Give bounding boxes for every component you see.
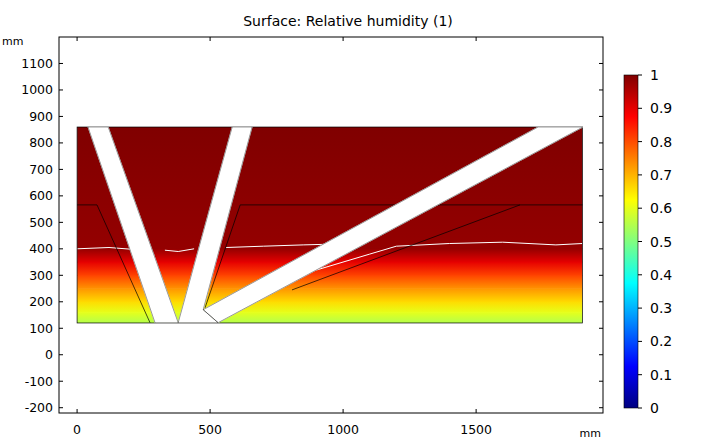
y-tick	[59, 301, 63, 302]
y-tick-label: 400	[29, 241, 53, 256]
x-tick-label: 500	[198, 422, 222, 437]
colorbar-tick	[638, 174, 642, 175]
chart: 0 500 1000 1500 -200 -100 0 100 200 300 400 500 600 7…	[0, 0, 702, 441]
x-axis-label: mm	[580, 427, 601, 440]
y-tick	[59, 222, 63, 223]
y-tick	[599, 301, 603, 302]
y-tick	[599, 248, 603, 249]
y-tick	[59, 328, 63, 329]
pipe-outline	[203, 127, 583, 323]
y-tick-label: 900	[29, 109, 53, 124]
colorbar-tick	[638, 141, 642, 142]
y-tick	[599, 407, 603, 408]
colorbar-tick	[638, 108, 642, 109]
y-tick	[59, 142, 63, 143]
y-tick	[599, 381, 603, 382]
y-tick	[59, 275, 63, 276]
colorbar-tick-label: 0.3	[650, 300, 672, 316]
boundary-line	[520, 204, 583, 205]
domain-outline	[77, 127, 582, 323]
colorbar-tick-label: 0.6	[650, 200, 672, 216]
colorbar	[624, 75, 638, 408]
surface	[77, 127, 582, 323]
colorbar-tick-label: 0.9	[650, 100, 672, 116]
y-tick-label: 0	[45, 347, 53, 362]
y-tick	[599, 222, 603, 223]
colorbar-tick-label: 0.5	[650, 234, 672, 250]
colorbar-tick	[638, 341, 642, 342]
y-tick-label: -200	[25, 400, 53, 415]
x-tick	[343, 409, 344, 413]
y-tick	[59, 169, 63, 170]
plot-area	[77, 127, 583, 324]
y-tick	[59, 195, 63, 196]
y-tick	[599, 354, 603, 355]
y-tick	[59, 354, 63, 355]
plot-frame	[59, 37, 603, 413]
pipe	[203, 127, 583, 323]
y-tick-label: 800	[29, 135, 53, 150]
x-tick-label: 1500	[460, 422, 492, 437]
x-tick	[210, 409, 211, 413]
y-tick-label: 300	[29, 268, 53, 283]
colorbar-tick	[638, 75, 642, 76]
colorbar-tick-label: 0.8	[650, 134, 672, 150]
y-tick	[59, 407, 63, 408]
y-tick-label: 700	[29, 162, 53, 177]
y-axis-label: mm	[2, 35, 23, 48]
x-tick	[476, 37, 477, 41]
colorbar-tick	[638, 274, 642, 275]
y-tick	[599, 195, 603, 196]
pipe-outline	[88, 127, 178, 323]
y-tick-label: 100	[29, 321, 53, 336]
y-tick	[599, 63, 603, 64]
y-tick	[599, 275, 603, 276]
y-tick	[59, 248, 63, 249]
contour-line	[165, 249, 194, 252]
x-tick	[77, 37, 78, 41]
x-tick	[343, 37, 344, 41]
y-tick	[599, 89, 603, 90]
y-tick-label: 600	[29, 188, 53, 203]
x-tick	[210, 37, 211, 41]
colorbar-tick-label: 1	[650, 67, 659, 83]
y-tick	[599, 169, 603, 170]
pipe	[88, 127, 178, 323]
x-tick-label: 0	[73, 422, 81, 437]
colorbar-tick-label: 0	[650, 400, 659, 416]
x-tick	[476, 409, 477, 413]
pipe-outline	[178, 127, 252, 323]
y-tick	[59, 116, 63, 117]
colorbar-tick	[638, 374, 642, 375]
colorbar-tick-label: 0.2	[650, 333, 672, 349]
y-tick-label: -100	[25, 374, 53, 389]
y-tick	[599, 328, 603, 329]
colorbar-tick	[638, 308, 642, 309]
colorbar-tick	[638, 408, 642, 409]
colorbar-tick	[638, 208, 642, 209]
y-tick	[599, 116, 603, 117]
y-tick-label: 500	[29, 215, 53, 230]
colorbar-tick-label: 0.4	[650, 267, 672, 283]
colorbar-tick-label: 0.7	[650, 167, 672, 183]
colorbar-tick	[638, 241, 642, 242]
y-tick-label: 200	[29, 294, 53, 309]
x-tick-label: 1000	[327, 422, 359, 437]
y-tick-label: 1100	[21, 56, 53, 71]
title: Surface: Relative humidity (1)	[243, 13, 453, 29]
y-tick	[59, 381, 63, 382]
x-tick	[77, 409, 78, 413]
y-tick	[599, 142, 603, 143]
y-tick	[59, 63, 63, 64]
colorbar-tick-label: 0.1	[650, 367, 672, 383]
y-tick-label: 1000	[21, 82, 53, 97]
y-tick	[59, 89, 63, 90]
